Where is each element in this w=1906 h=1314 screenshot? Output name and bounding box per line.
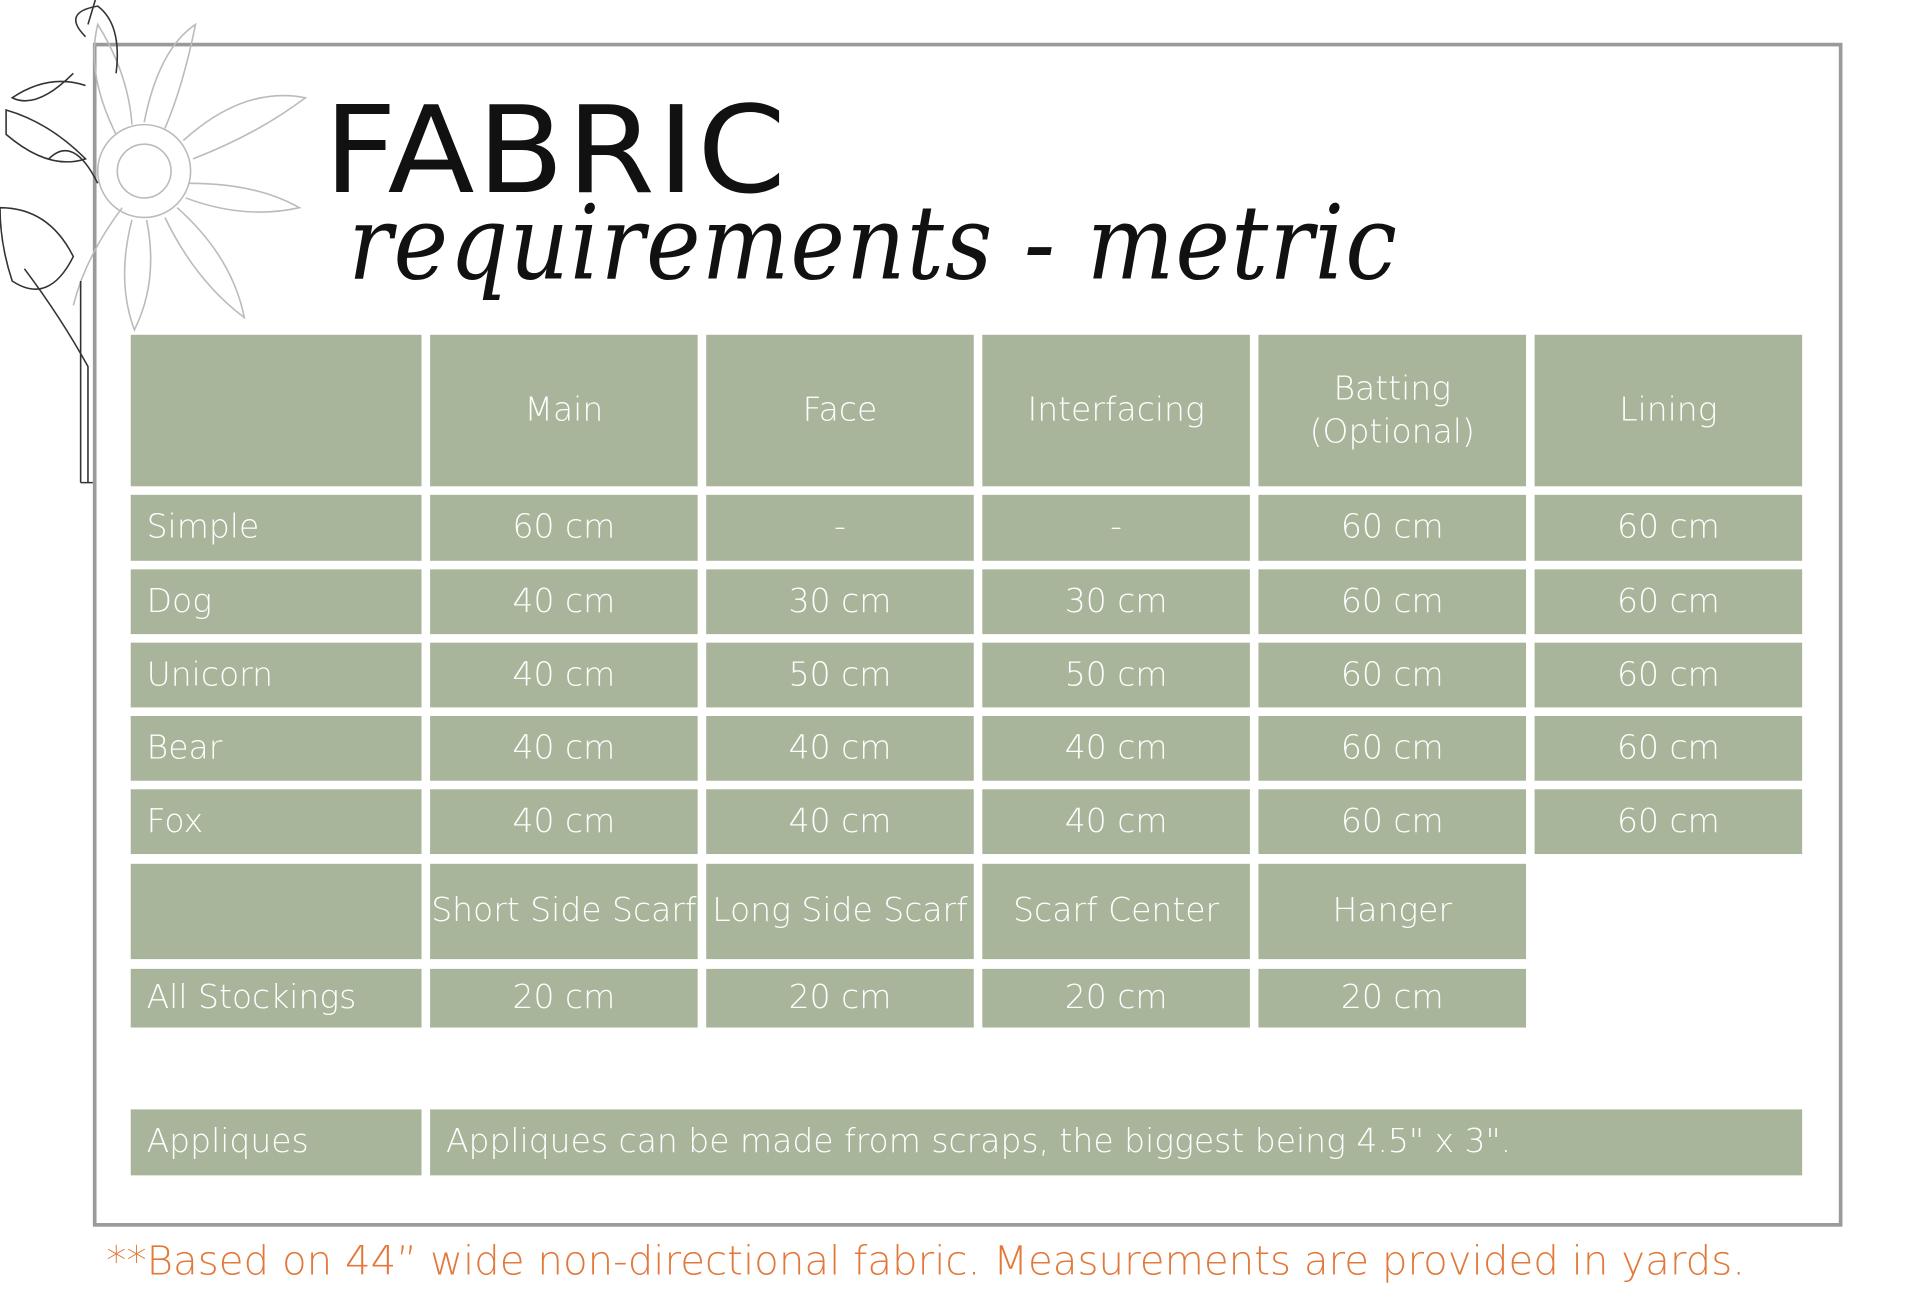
table-cell: 60 cm <box>1534 642 1803 708</box>
column-header: Lining <box>1534 334 1803 487</box>
table-cell: 40 cm <box>982 789 1250 855</box>
table-cell: 60 cm <box>1534 494 1803 561</box>
column-header: Long Side Scarf <box>706 863 974 960</box>
column-header: Main <box>430 334 698 487</box>
column-header: Face <box>706 334 974 487</box>
table-cell: 50 cm <box>706 642 974 708</box>
table-cell: 60 cm <box>430 494 698 561</box>
table-cell: 60 cm <box>1534 715 1803 781</box>
column-header <box>130 863 422 960</box>
table-cell: 40 cm <box>706 715 974 781</box>
column-header: Batting (Optional) <box>1258 334 1527 487</box>
table-cell: - <box>706 494 974 561</box>
footer-note: **Based on 44” wide non-directional fabr… <box>106 1236 1746 1285</box>
appliques-note: Appliques can be made from scraps, the b… <box>430 1109 1803 1176</box>
table-cell: 40 cm <box>430 569 698 635</box>
row-label: Unicorn <box>130 642 422 708</box>
column-header <box>130 334 422 487</box>
table-cell: 20 cm <box>706 968 974 1028</box>
row-label: Simple <box>130 494 422 561</box>
table-cell: 50 cm <box>982 642 1250 708</box>
table-cell: 20 cm <box>1258 968 1527 1028</box>
row-label: Fox <box>130 789 422 855</box>
row-label: Appliques <box>130 1109 422 1176</box>
table-cell: 30 cm <box>706 569 974 635</box>
table-cell: 60 cm <box>1258 569 1527 635</box>
column-header: Interfacing <box>982 334 1250 487</box>
row-label: All Stockings <box>130 968 422 1028</box>
table-cell: 60 cm <box>1258 494 1527 561</box>
table-cell: 60 cm <box>1258 715 1527 781</box>
column-header: Hanger <box>1258 863 1527 960</box>
table-cell: 40 cm <box>430 642 698 708</box>
column-header: Scarf Center <box>982 863 1250 960</box>
table-cell: 40 cm <box>982 715 1250 781</box>
page-subtitle: requirements - metric <box>348 183 1399 304</box>
table-cell: 40 cm <box>430 715 698 781</box>
table-cell: 30 cm <box>982 569 1250 635</box>
table-cell: 40 cm <box>706 789 974 855</box>
column-header: Short Side Scarf <box>430 863 698 960</box>
table-cell: 20 cm <box>982 968 1250 1028</box>
page-title: FABRIC <box>323 79 789 222</box>
table-cell: 40 cm <box>430 789 698 855</box>
table-cell: 60 cm <box>1258 789 1527 855</box>
table-cell: 20 cm <box>430 968 698 1028</box>
row-label: Bear <box>130 715 422 781</box>
table-cell: - <box>982 494 1250 561</box>
page-frame <box>92 42 1843 1227</box>
sunflower-illustration-icon <box>0 0 308 484</box>
table-cell: 60 cm <box>1258 642 1527 708</box>
row-label: Dog <box>130 569 422 635</box>
table-cell: 60 cm <box>1534 789 1803 855</box>
table-cell: 60 cm <box>1534 569 1803 635</box>
